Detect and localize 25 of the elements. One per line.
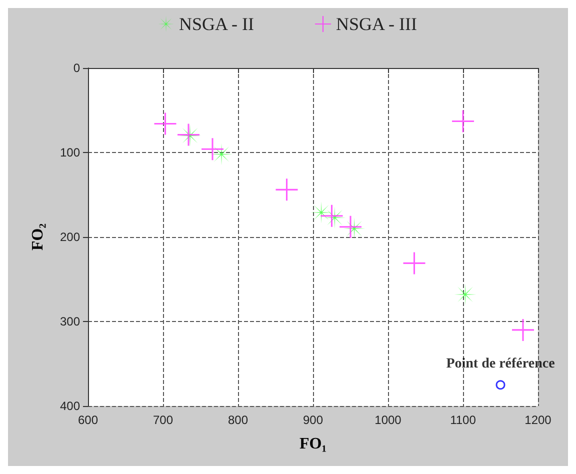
x-tick-label: 700 bbox=[152, 413, 174, 427]
x-tick-label: 800 bbox=[228, 413, 248, 427]
point bbox=[512, 318, 534, 341]
point bbox=[154, 112, 176, 135]
y-tick-label: 300 bbox=[60, 314, 80, 328]
y-tick-label: 0 bbox=[73, 61, 80, 75]
y-tick-label: 100 bbox=[60, 146, 80, 160]
point bbox=[496, 380, 506, 390]
annotation: Point de référence bbox=[446, 356, 555, 372]
point bbox=[340, 216, 362, 238]
x-tick-label: 1100 bbox=[450, 413, 476, 427]
x-axis-title: FO₁ bbox=[299, 436, 327, 452]
point bbox=[452, 110, 474, 132]
point bbox=[276, 178, 298, 201]
y-axis-title: FO₂ bbox=[30, 223, 46, 251]
point bbox=[403, 252, 426, 274]
x-tick-label: 1200 bbox=[524, 413, 552, 427]
x-tick-label: 600 bbox=[78, 413, 98, 427]
x-tick-label: 900 bbox=[302, 413, 324, 427]
point bbox=[202, 138, 224, 160]
y-tick-label: 200 bbox=[60, 230, 80, 244]
legend-label: NSGA - III bbox=[336, 14, 418, 34]
x-tick-label: 1000 bbox=[374, 413, 402, 427]
y-tick-label: 400 bbox=[60, 399, 80, 413]
legend-label: NSGA - II bbox=[179, 14, 254, 34]
